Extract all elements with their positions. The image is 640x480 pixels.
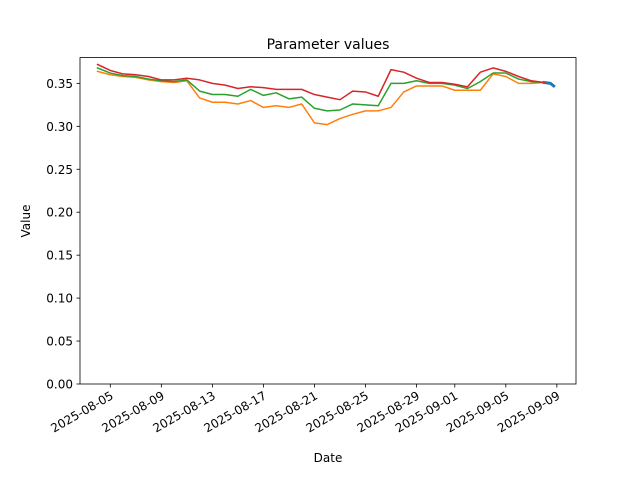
y-tick-label: 0.05 [46,335,73,349]
plot-frame [79,57,577,385]
series-line-3 [96,66,545,112]
y-tick-label: 0.25 [46,163,73,177]
series-line-4 [96,63,545,101]
y-tick-label: 0.10 [46,292,73,306]
y-tick-label: 0.35 [46,77,73,91]
y-tick-label: 0.15 [46,249,73,263]
chart-title: Parameter values [267,37,390,53]
series-layer [96,63,556,126]
y-tick-label: 0.20 [46,206,73,220]
y-axis-title: Value [19,205,33,238]
series-line-1 [542,80,556,89]
series-line-2 [96,70,545,126]
y-tick-label: 0.30 [46,120,73,134]
y-tick-label: 0.00 [46,378,73,392]
y-axis: 0.00 0.05 0.10 0.15 0.20 0.25 0.30 0.35 [46,77,80,392]
x-axis-title: Date [314,451,343,465]
